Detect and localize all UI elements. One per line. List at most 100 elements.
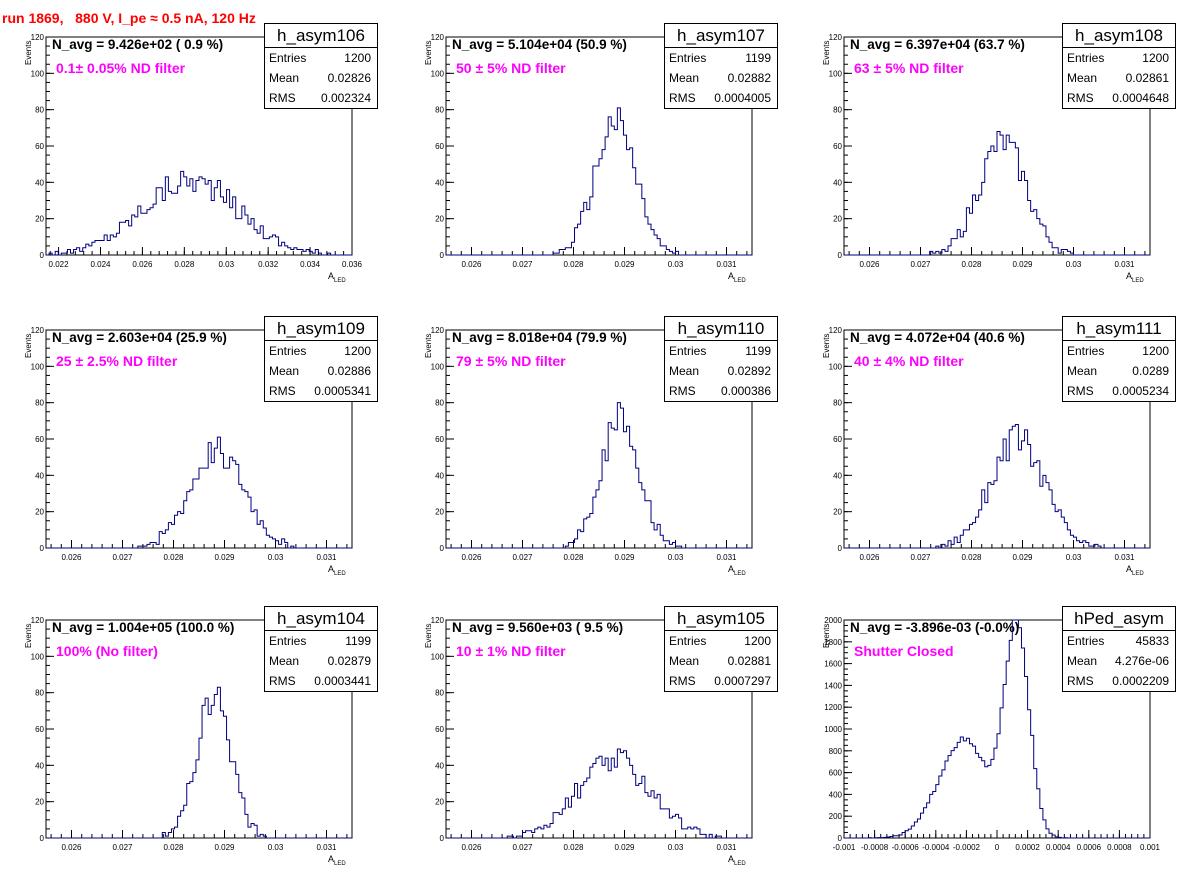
y-tick-label: 0 — [40, 544, 45, 553]
y-tick-label: 20 — [35, 508, 44, 517]
x-tick-label: 0.028 — [961, 553, 982, 562]
stats-row-rms: RMS 0.0003441 — [265, 671, 377, 691]
x-tick-label: 0.026 — [461, 260, 482, 269]
x-tick-label: 0.026 — [461, 843, 482, 852]
y-tick-label: 40 — [35, 178, 44, 187]
y-tick-label: 80 — [435, 399, 444, 408]
stats-label: Entries — [669, 344, 707, 358]
x-tick-label: 0.0006 — [1077, 843, 1102, 852]
y-tick-label: 0 — [838, 834, 843, 843]
x-tick-label: 0.027 — [512, 260, 533, 269]
navg-label: N_avg = 1.004e+05 (100.0 %) — [52, 620, 235, 635]
stats-value: 0.02879 — [327, 654, 371, 668]
y-tick-label: 20 — [435, 798, 444, 807]
run-title: run 1869, 880 V, I_pe ≈ 0.5 nA, 120 Hz — [2, 10, 256, 26]
y-tick-label: 20 — [833, 215, 842, 224]
x-tick-label: 0.03 — [1066, 260, 1082, 269]
stats-value: 0.0007297 — [714, 674, 771, 688]
y-tick-label: 1000 — [824, 725, 842, 734]
x-tick-label: -0.001 — [833, 843, 856, 852]
y-axis-label: Events — [24, 333, 33, 358]
stats-value: 1200 — [744, 634, 771, 648]
x-tick-label: 0.031 — [716, 553, 737, 562]
y-tick-label: 20 — [435, 215, 444, 224]
x-tick-label: 0.028 — [174, 260, 195, 269]
stats-label: Mean — [269, 71, 300, 85]
stats-label: RMS — [669, 91, 696, 105]
x-tick-label: 0.028 — [163, 843, 184, 852]
x-tick-label: 0.027 — [512, 843, 533, 852]
x-axis-label-main: A — [728, 564, 735, 574]
histogram-plot: 0 20 40 60 80 100 120 0.026 0.027 0.028 0.029 0.03 0… — [829, 33, 1151, 269]
stats-box: h_asym105 Entries 1200 Mean 0.02881 RMS 0.0007… — [664, 606, 778, 692]
x-axis-label: ALED — [728, 564, 746, 577]
x-axis-label-main: A — [1126, 271, 1133, 281]
x-axis-label-main: A — [328, 854, 335, 864]
stats-box: hPed_asym Entries 45833 Mean 4.276e-06 RMS 0.0… — [1062, 606, 1176, 692]
x-tick-label: 0.036 — [342, 260, 363, 269]
x-tick-label: 0.027 — [910, 553, 931, 562]
stats-value: 0.000386 — [720, 384, 771, 398]
x-tick-label: 0.029 — [614, 843, 635, 852]
y-tick-label: 60 — [35, 725, 44, 734]
x-axis-label-subscript: LED — [334, 277, 346, 284]
stats-row-entries: Entries 1200 — [265, 341, 377, 361]
y-tick-label: 80 — [833, 106, 842, 115]
stats-box: h_asym111 Entries 1200 Mean 0.0289 RMS 0.00052… — [1062, 316, 1176, 402]
x-tick-label: 0.034 — [300, 260, 321, 269]
y-axis-label: Events — [24, 40, 33, 65]
stats-row-mean: Mean 0.02892 — [665, 361, 777, 381]
stats-row-mean: Mean 0.02879 — [265, 651, 377, 671]
y-tick-label: 0 — [440, 251, 445, 260]
navg-label: N_avg = 4.072e+04 (40.6 %) — [850, 330, 1025, 345]
filter-label: 50 ± 5% ND filter — [456, 60, 566, 76]
histogram-panel-h_asym104: 0 20 40 60 80 100 120 0.026 0.027 0.028 0.029 0.03 0… — [0, 606, 378, 878]
x-tick-label: 0.028 — [563, 260, 584, 269]
x-tick-label: 0.03 — [668, 553, 684, 562]
stats-row-rms: RMS 0.000386 — [665, 381, 777, 401]
y-tick-label: 0 — [440, 544, 445, 553]
x-tick-label: -0.0008 — [861, 843, 889, 852]
stats-label: Entries — [669, 634, 707, 648]
histogram-series-line — [446, 107, 752, 256]
y-tick-label: 80 — [35, 689, 44, 698]
histogram-name: h_asym109 — [265, 317, 377, 341]
x-tick-label: 0.031 — [1114, 260, 1135, 269]
y-tick-label: 40 — [35, 761, 44, 770]
y-tick-label: 1200 — [824, 703, 842, 712]
stats-row-rms: RMS 0.002324 — [265, 88, 377, 108]
stats-row-entries: Entries 1200 — [665, 631, 777, 651]
stats-row-entries: Entries 1200 — [265, 48, 377, 68]
x-tick-label: 0.026 — [859, 260, 880, 269]
histogram-plot: 0 20 40 60 80 100 120 0.026 0.027 0.028 0.029 0.03 0… — [431, 33, 753, 269]
stats-value: 0.002324 — [320, 91, 371, 105]
y-tick-label: 0 — [838, 544, 843, 553]
x-tick-label: 0.027 — [910, 260, 931, 269]
x-tick-label: 0.028 — [961, 260, 982, 269]
x-axis-label-subscript: LED — [334, 860, 346, 867]
y-tick-label: 40 — [435, 471, 444, 480]
x-tick-label: 0.03 — [1066, 553, 1082, 562]
stats-label: Entries — [1067, 634, 1105, 648]
stats-label: RMS — [1067, 91, 1094, 105]
stats-row-rms: RMS 0.0005341 — [265, 381, 377, 401]
x-axis-label-subscript: LED — [734, 860, 746, 867]
x-axis-label-main: A — [328, 564, 335, 574]
x-tick-label: 0.026 — [61, 843, 82, 852]
y-tick-label: 80 — [35, 399, 44, 408]
x-axis-label-subscript: LED — [1132, 277, 1144, 284]
x-tick-label: 0.032 — [258, 260, 279, 269]
y-tick-label: 60 — [435, 142, 444, 151]
stats-row-mean: Mean 0.02861 — [1063, 68, 1175, 88]
navg-label: N_avg = 8.018e+04 (79.9 %) — [452, 330, 627, 345]
y-tick-label: 60 — [35, 142, 44, 151]
histogram-name: h_asym111 — [1063, 317, 1175, 341]
histogram-name: h_asym105 — [665, 607, 777, 631]
x-tick-label: -0.0006 — [892, 843, 920, 852]
stats-value: 0.0004648 — [1112, 91, 1169, 105]
stats-value: 0.0002209 — [1112, 674, 1169, 688]
x-tick-label: 0.0008 — [1107, 843, 1132, 852]
histogram-name: h_asym104 — [265, 607, 377, 631]
histogram-series-line — [844, 130, 1150, 256]
x-tick-label: 0.029 — [214, 553, 235, 562]
